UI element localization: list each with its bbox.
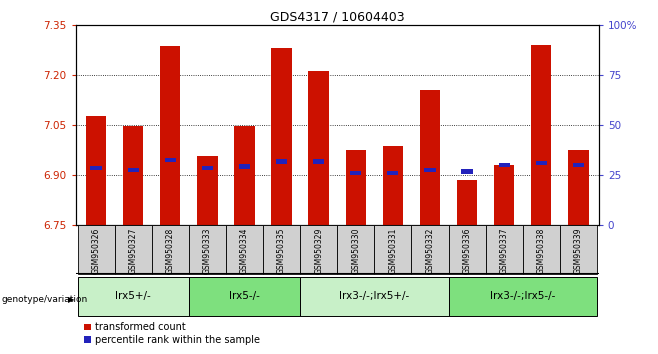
Bar [276,159,287,164]
Bar [383,147,403,225]
Legend: transformed count, percentile rank within the sample: transformed count, percentile rank withi… [80,319,264,349]
Bar [300,276,449,316]
Text: GSM950334: GSM950334 [240,227,249,274]
Bar [411,225,449,274]
Bar [309,72,329,225]
Bar [560,225,597,274]
Bar [424,168,436,172]
Bar [234,126,255,225]
Bar [461,169,472,173]
Bar [499,162,510,167]
Bar [239,164,250,169]
Bar [536,161,547,165]
Bar [374,225,411,274]
Bar [114,225,152,274]
Bar [128,168,139,172]
Text: GSM950338: GSM950338 [537,227,545,274]
Text: lrx5-/-: lrx5-/- [229,291,260,302]
Text: GSM950327: GSM950327 [129,227,138,274]
Text: GSM950337: GSM950337 [499,227,509,274]
Text: GSM950328: GSM950328 [166,227,175,274]
Text: GSM950335: GSM950335 [277,227,286,274]
Bar [226,225,263,274]
Bar [388,171,399,175]
Text: lrx3-/-;lrx5+/-: lrx3-/-;lrx5+/- [340,291,409,302]
Bar [494,165,515,225]
Bar [271,48,291,225]
Bar [522,225,560,274]
Bar [123,126,143,225]
Text: GSM950331: GSM950331 [388,227,397,274]
Bar [197,156,218,225]
Bar [189,225,226,274]
Text: lrx5+/-: lrx5+/- [115,291,151,302]
Bar [313,159,324,164]
Text: GSM950339: GSM950339 [574,227,583,274]
Bar [420,90,440,225]
Bar [300,225,337,274]
Bar [160,46,180,225]
Bar [531,45,551,225]
Title: GDS4317 / 10604403: GDS4317 / 10604403 [270,11,405,24]
Text: GSM950332: GSM950332 [426,227,434,274]
Bar [486,225,522,274]
Bar [568,150,588,225]
Bar [457,180,477,225]
Bar [152,225,189,274]
Bar [90,166,102,170]
Text: GSM950336: GSM950336 [463,227,472,274]
Bar [449,225,486,274]
Text: GSM950326: GSM950326 [91,227,101,274]
Text: lrx3-/-;lrx5-/-: lrx3-/-;lrx5-/- [490,291,555,302]
Text: GSM950333: GSM950333 [203,227,212,274]
Bar [572,162,584,167]
Bar [337,225,374,274]
Text: genotype/variation: genotype/variation [1,295,88,304]
Bar [86,116,107,225]
Bar [345,150,366,225]
Bar [449,276,597,316]
Bar [78,225,114,274]
Bar [202,166,213,170]
Bar [78,276,189,316]
Text: GSM950330: GSM950330 [351,227,361,274]
Bar [350,171,361,175]
Bar [189,276,300,316]
Bar [263,225,300,274]
Text: ▶: ▶ [68,295,75,304]
Text: GSM950329: GSM950329 [314,227,323,274]
Bar [164,158,176,162]
